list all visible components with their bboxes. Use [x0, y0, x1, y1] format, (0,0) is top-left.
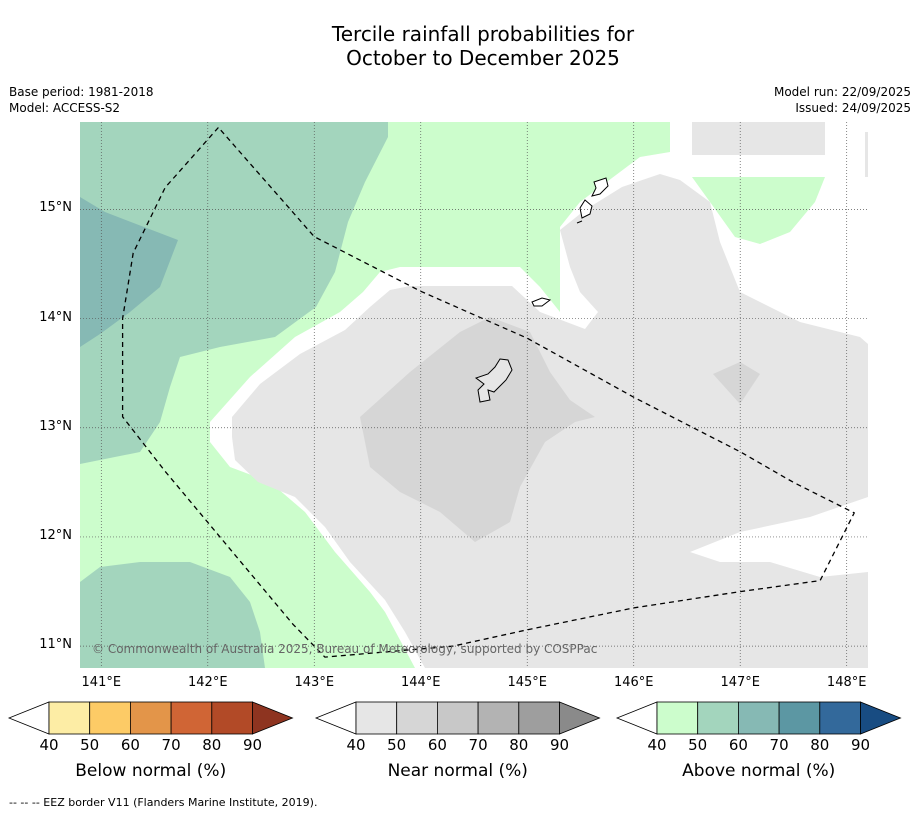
- x-tick-label: 143°E: [294, 675, 335, 690]
- colorbar-tick: 50: [387, 736, 407, 754]
- legend-title: Near normal (%): [387, 761, 528, 781]
- colorbar-tick: 80: [202, 736, 222, 754]
- colorbar-legends: [7, 701, 902, 735]
- region-above-60-west: [80, 197, 178, 347]
- colorbar-extend-high: [252, 701, 294, 735]
- title-line-2: October to December 2025: [346, 46, 620, 70]
- colorbar-tick: 80: [509, 736, 529, 754]
- region-above-40-northeast: [692, 177, 825, 244]
- gridlines: [80, 122, 868, 668]
- colorbar-tick: 60: [728, 736, 748, 754]
- y-tick-label: 15°N: [39, 200, 72, 216]
- colorbar-segment: [436, 701, 479, 735]
- region-near-50-east: [713, 362, 760, 404]
- colorbar-tick: 50: [80, 736, 100, 754]
- map-plot: © Commonwealth of Australia 2025, Bureau…: [80, 122, 868, 668]
- colorbar-tick: 70: [161, 736, 181, 754]
- x-tick-label: 146°E: [613, 675, 654, 690]
- colorbar-tick: 50: [688, 736, 708, 754]
- model-name: Model: ACCESS-S2: [9, 101, 121, 115]
- colorbar-tick: 40: [647, 736, 667, 754]
- island-tinian: [579, 199, 593, 219]
- x-tick-label: 141°E: [81, 675, 122, 690]
- colorbar-extend-high: [559, 701, 601, 735]
- y-tick-label: 14°N: [39, 309, 72, 325]
- legend-title: Below normal (%): [75, 761, 227, 781]
- model-run: Model run: 22/09/2025: [773, 85, 911, 99]
- meta-left: Base period: 1981-2018 Model: ACCESS-S2: [9, 84, 154, 116]
- colorbar-segment: [697, 701, 739, 735]
- colorbar-tick: 90: [850, 736, 871, 754]
- colorbar-extend-low: [615, 701, 658, 735]
- x-tick-label: 142°E: [188, 675, 228, 690]
- map-title: Tercile rainfall probabilities for Octob…: [0, 22, 919, 70]
- colorbar-segment: [129, 701, 172, 735]
- colorbar-tick: 70: [468, 736, 488, 754]
- colorbar-segment: [355, 701, 398, 735]
- colorbar-tick: 90: [549, 736, 570, 754]
- colorbar-segment: [738, 701, 780, 735]
- x-tick-label: 147°E: [720, 675, 760, 690]
- colorbar-extend-low: [7, 701, 50, 735]
- footnote: -- -- -- EEZ border V11 (Flanders Marine…: [9, 796, 318, 809]
- region-above-50-southwest: [80, 562, 265, 668]
- colorbar-tick: 40: [39, 736, 59, 754]
- x-tick-label: 148°E: [826, 675, 867, 690]
- region-near-40-north: [692, 122, 825, 155]
- colorbar-segment: [89, 701, 131, 735]
- region-near-50: [360, 317, 595, 542]
- title-line-1: Tercile rainfall probabilities for: [331, 22, 635, 46]
- base-period: Base period: 1981-2018: [9, 85, 154, 99]
- colorbar-tick: 90: [242, 736, 263, 754]
- colorbar-segment: [778, 701, 821, 735]
- colorbar-tick: 40: [346, 736, 366, 754]
- y-tick-label: 13°N: [39, 418, 72, 434]
- colorbar-segment: [477, 701, 520, 735]
- colorbar-segment: [819, 701, 861, 735]
- y-tick-label: 11°N: [39, 637, 72, 653]
- island-aguijan: [576, 220, 583, 224]
- colorbar-segment: [48, 701, 91, 735]
- x-tick-label: 145°E: [507, 675, 547, 690]
- copyright: © Commonwealth of Australia 2025, Bureau…: [92, 642, 597, 656]
- colorbar-tick: 60: [120, 736, 140, 754]
- colorbar-tick: 70: [769, 736, 789, 754]
- colorbar-extend-high: [860, 701, 902, 735]
- region-above-50-northwest: [80, 122, 388, 464]
- meta-right: Model run: 22/09/2025 Issued: 24/09/2025: [774, 84, 911, 116]
- island-guam: [474, 358, 513, 403]
- island-rota: [531, 297, 552, 307]
- colorbar-segment: [656, 701, 699, 735]
- y-tick-label: 12°N: [39, 527, 72, 543]
- x-tick-label: 144°E: [400, 675, 441, 690]
- region-near-40-edge: [865, 132, 868, 177]
- colorbar-tick: 60: [427, 736, 447, 754]
- colorbar-segment: [170, 701, 213, 735]
- colorbar-extend-low: [314, 701, 357, 735]
- colorbar-segment: [396, 701, 438, 735]
- legend-title: Above normal (%): [682, 761, 836, 781]
- island-saipan: [591, 177, 609, 197]
- issued-date: Issued: 24/09/2025: [795, 101, 911, 115]
- colorbar-segment: [518, 701, 560, 735]
- colorbar-segment: [211, 701, 253, 735]
- colorbar-tick: 80: [810, 736, 830, 754]
